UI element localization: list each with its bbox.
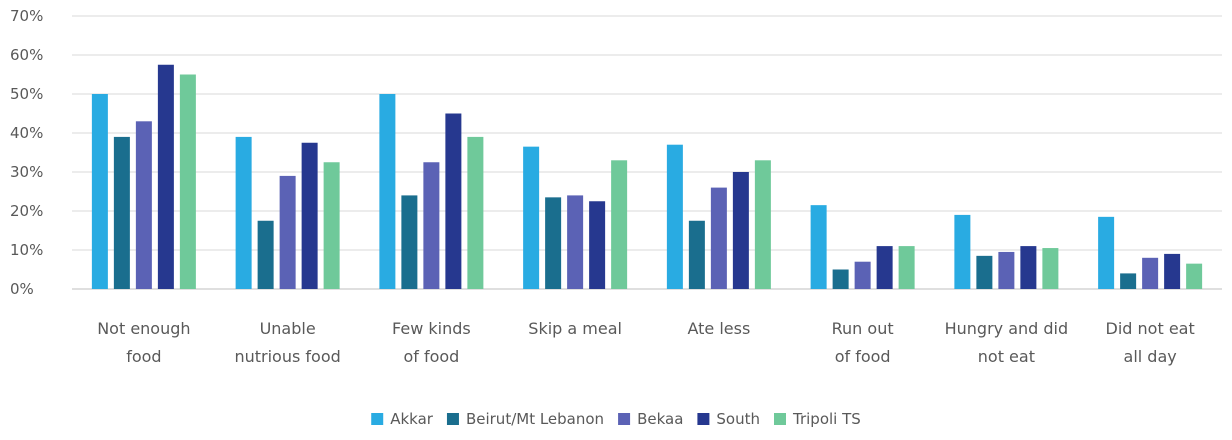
y-tick-label: 70% (10, 7, 43, 25)
bar-beirut-mt-lebanon (976, 255, 993, 289)
legend-swatch (697, 413, 710, 425)
bar-beirut-mt-lebanon (832, 269, 849, 289)
x-category-label: Unable nutrious food (234, 319, 340, 366)
y-tick-label: 30% (10, 163, 43, 181)
bar-south (589, 201, 606, 289)
bar-south (1020, 246, 1037, 289)
legend-swatch (446, 413, 459, 425)
legend-swatch (618, 413, 631, 425)
bar-bekaa (854, 261, 871, 289)
bar-tripoli-ts (754, 160, 771, 289)
bar-bekaa (710, 187, 727, 289)
bar-south (157, 64, 174, 289)
bar-south (876, 246, 893, 289)
bar-tripoli-ts (467, 136, 484, 289)
bar-beirut-mt-lebanon (401, 195, 418, 289)
bar-tripoli-ts (898, 246, 915, 289)
bar-akkar (1098, 216, 1115, 289)
bar-south (1164, 253, 1181, 289)
legend: Akkar Beirut/Mt Lebanon Bekaa South Tripoli … (371, 410, 861, 428)
bar-beirut-mt-lebanon (688, 220, 705, 289)
x-category-label: Not enough food (97, 319, 190, 366)
y-tick-label: 10% (10, 241, 43, 259)
legend-swatch (371, 413, 384, 425)
x-category-label: Ate less (687, 319, 750, 338)
legend-label: Beirut/Mt Lebanon (466, 410, 604, 428)
bar-south (445, 113, 462, 289)
bar-tripoli-ts (611, 160, 628, 289)
bar-south (301, 142, 318, 289)
y-tick-label: 40% (10, 124, 43, 142)
y-axis-ticks: 0% 10% 20% 30% 40% 50% 60% 70% (10, 7, 43, 298)
bar-bekaa (279, 175, 296, 289)
y-tick-label: 20% (10, 202, 43, 220)
y-tick-label: 50% (10, 85, 43, 103)
bar-tripoli-ts (179, 74, 196, 289)
bar-bekaa (998, 251, 1015, 289)
legend-swatch (774, 413, 786, 425)
bar-south (732, 172, 749, 289)
bar-bekaa (567, 195, 584, 289)
bar-akkar (235, 136, 252, 289)
bar-tripoli-ts (1042, 248, 1059, 289)
bar-beirut-mt-lebanon (113, 136, 130, 289)
bar-beirut-mt-lebanon (1120, 273, 1137, 289)
x-category-label: Run out of food (832, 319, 894, 366)
bar-akkar (666, 144, 683, 289)
x-axis-categories: Not enough food Unable nutrious food Few kin… (97, 319, 1195, 366)
x-category-label: Few kinds of food (392, 319, 471, 366)
bar-beirut-mt-lebanon (545, 197, 562, 289)
bar-bekaa (423, 162, 440, 289)
y-tick-label: 0% (10, 280, 34, 298)
legend-label: Tripoli TS (792, 410, 861, 428)
bar-tripoli-ts (1186, 263, 1203, 289)
y-tick-label: 60% (10, 46, 43, 64)
legend-label: Akkar (390, 410, 434, 428)
bar-akkar (523, 146, 540, 289)
x-category-label: Did not eat all day (1106, 319, 1195, 366)
x-category-label: Skip a meal (528, 319, 622, 338)
x-category-label: Hungry and did not eat (945, 319, 1069, 366)
bar-akkar (91, 94, 108, 289)
bar-bekaa (135, 121, 152, 289)
legend-label: South (716, 410, 760, 428)
legend-label: Bekaa (637, 410, 683, 428)
bar-akkar (810, 205, 827, 289)
bar-akkar (379, 94, 396, 289)
bar-tripoli-ts (323, 162, 340, 289)
bar-bekaa (1142, 257, 1159, 289)
bars (91, 64, 1203, 289)
bar-beirut-mt-lebanon (257, 220, 274, 289)
bar-akkar (954, 214, 971, 289)
